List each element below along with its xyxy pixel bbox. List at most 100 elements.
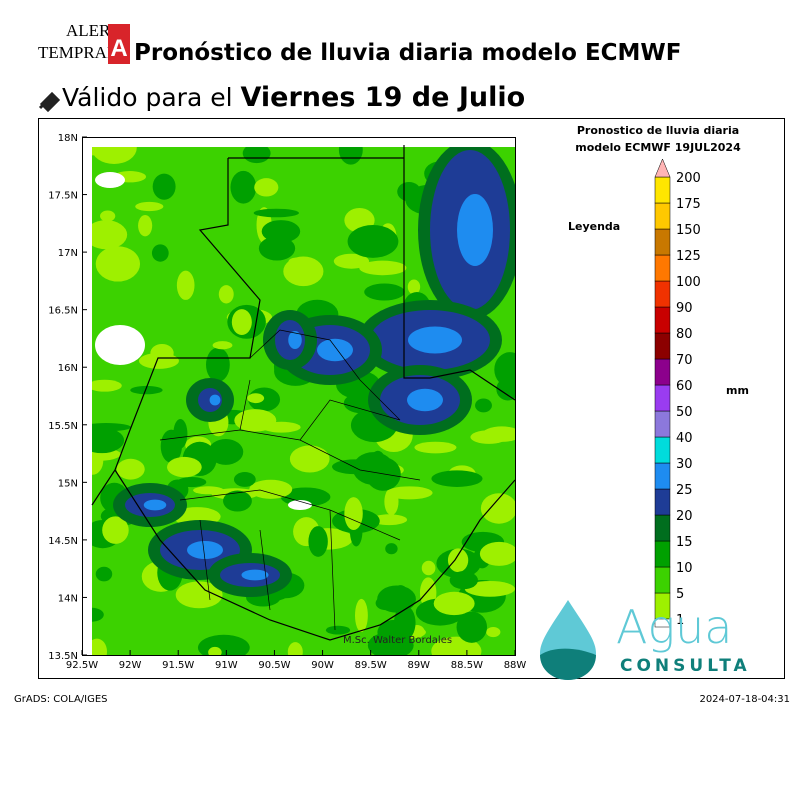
rain-patch [167,456,202,478]
subtitle-date: Viernes 19 de Julio [241,82,526,113]
rain-patch [470,430,508,444]
colorbar-arrow [654,158,671,178]
colorbar-label: 125 [676,249,701,264]
rain-patch [347,225,399,258]
colorbar-label: 200 [676,171,701,186]
rain-patch [479,541,515,566]
rain-patch [262,421,301,433]
rain-patch [95,566,113,582]
rain-patch [223,490,252,512]
rain-patch [325,625,351,635]
colorbar-label: 25 [676,483,693,498]
colorbar-segment [654,306,671,334]
rain-patch [344,497,363,531]
rain-patch [288,331,302,349]
rain-patch [92,423,131,432]
colorbar-label: 40 [676,431,693,446]
dry-patch [288,500,312,510]
borders [91,145,516,641]
brand-sub: CONSULTA [620,656,751,676]
colorbar-segment [654,332,671,360]
rain-patch [218,285,234,304]
footer-left: GrADS: COLA/IGES [14,694,108,705]
rain-patch [130,385,163,395]
legend-title: Leyenda [568,220,620,233]
pin-icon [38,91,61,113]
rain-patch [385,543,398,555]
colorbar-below [654,618,671,628]
subtitle-prefix: Válido para el [62,83,233,112]
lon-label: 89.5W [355,660,387,671]
colorbar-segment [654,384,671,412]
colorbar-segment [654,436,671,464]
logo-badge [108,24,130,64]
lat-label: 17N [58,248,78,259]
colorbar-segment [654,176,671,204]
rain-patch [287,642,303,655]
rain-patch [433,591,475,616]
rain-patch [393,605,416,641]
lat-label: 15.5N [48,421,78,432]
rain-patch [283,256,324,287]
unit: mm [726,384,749,397]
rain-patch [151,244,169,262]
subtitle: Válido para el Viernes 19 de Julio [62,82,525,113]
rain-patch [486,626,501,638]
dry-patch [95,325,145,365]
rain-field [92,147,515,655]
axes-box [82,137,516,656]
logo: ALERT TEMPRAN A [38,21,130,64]
rain-patch [95,246,141,282]
author: M.Sc. Walter Bordales [343,635,452,646]
colorbar-segment [654,202,671,230]
rain-patch [187,541,223,559]
lat-label: 16.5N [48,306,78,317]
rain-patch [258,236,296,261]
rain-patch [143,499,167,511]
rain-patch [230,170,257,204]
rain-patch [407,388,443,412]
lon-label: 92W [119,660,142,671]
rain-patch [241,569,269,581]
rain-patch [368,450,387,485]
rain-patch [92,220,128,250]
brand-logo: Agua CONSULTA [540,600,751,680]
colorbar-segment [654,358,671,386]
lat-label: 14.5N [48,536,78,547]
brand-name: Agua [616,600,732,654]
rain-patch [447,548,469,573]
rain-patch [359,260,407,276]
rain-patch [386,486,433,500]
colorbar-label: 5 [676,587,684,602]
rain-patch [355,598,368,633]
colorbar-label: 90 [676,301,693,316]
lon-label: 90.5W [258,660,290,671]
logo-badge-text: A [110,35,127,62]
colorbar-label: 20 [676,509,693,524]
rain-patch [193,486,224,495]
axes: 18N 17.5N 17N 16.5N 16N 15.5N 15N 14.5N 14N 13.5N… [48,133,526,671]
rain-patch [92,638,108,655]
rain-patch [231,309,252,336]
department-borders [159,329,421,631]
rain-patch [233,472,256,487]
rain-patch [138,214,153,237]
rain-patch [176,270,195,300]
rain-patch [242,147,271,164]
rain-patch [364,283,405,301]
panel-title-2: modelo ECMWF 19JUL2024 [575,141,741,154]
rain-patch [308,526,328,557]
rain-patch [152,173,176,200]
rain-patch [317,338,353,362]
rain-patch [431,470,483,487]
rain-patch [289,445,330,473]
colorbar-segment [654,540,671,568]
rain-patch [253,208,299,218]
lat-label: 14N [58,593,78,604]
colorbar-label: 30 [676,457,693,472]
rain-patch [175,581,223,609]
colorbar-label: 175 [676,197,701,212]
lon-label: 89W [407,660,430,671]
